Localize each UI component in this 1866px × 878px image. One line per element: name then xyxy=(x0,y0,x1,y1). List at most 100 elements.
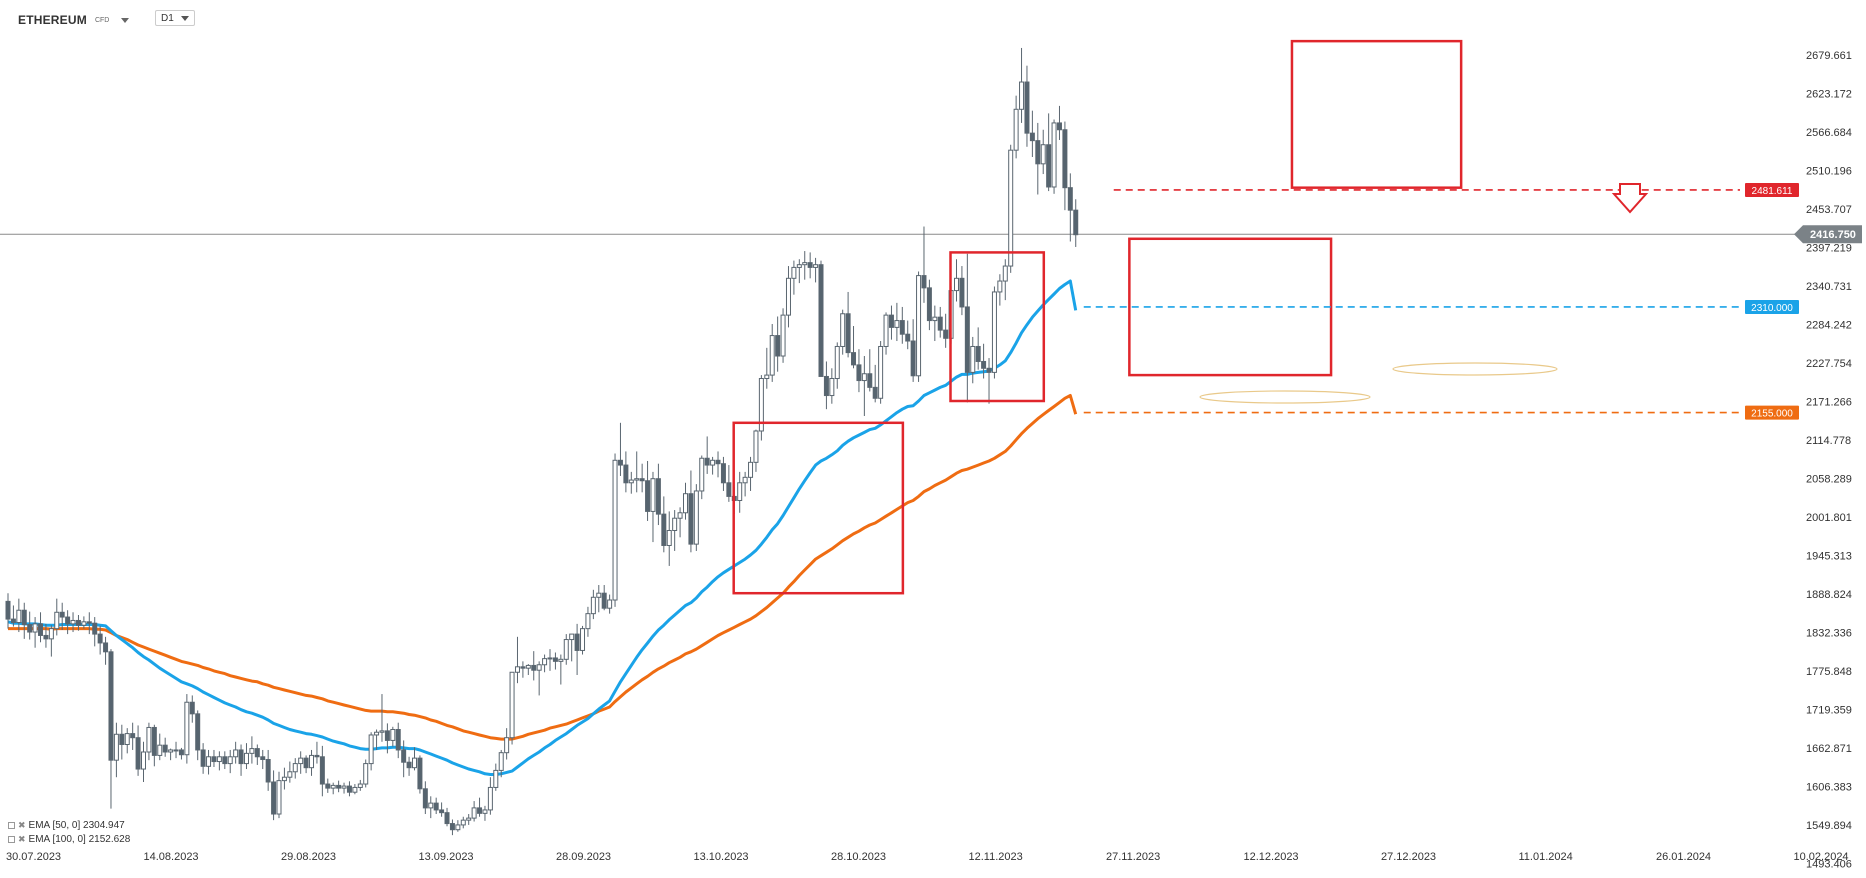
candle-body xyxy=(249,748,255,754)
candle-body xyxy=(135,737,141,770)
candle-body xyxy=(10,618,16,624)
candle-body xyxy=(504,737,510,754)
candle-body xyxy=(780,314,786,357)
ema50-legend-label: EMA [50, 0] 2304.947 xyxy=(28,820,125,831)
candle-body xyxy=(97,633,103,644)
settings-icon[interactable] xyxy=(8,822,15,829)
candle-body xyxy=(932,316,938,322)
x-tick-label: 13.10.2023 xyxy=(694,851,749,863)
candle-body xyxy=(487,786,493,811)
candle-body xyxy=(558,658,564,662)
candle-body xyxy=(569,633,575,641)
analysis-box xyxy=(1128,237,1333,377)
candle-body xyxy=(216,756,222,763)
y-tick-label: 1888.824 xyxy=(1806,589,1852,601)
candle-body xyxy=(379,730,385,733)
candle-body xyxy=(303,757,309,769)
candle-body xyxy=(32,623,38,633)
y-tick-label: 1662.871 xyxy=(1806,743,1852,755)
candle-body xyxy=(683,493,688,514)
candle-body xyxy=(542,658,548,666)
candle-body xyxy=(894,320,900,328)
close-icon[interactable]: ✖ xyxy=(18,820,26,830)
analysis-box xyxy=(732,421,905,595)
candle-body xyxy=(211,756,217,763)
candle-body xyxy=(336,784,342,789)
candle-body xyxy=(943,329,949,339)
candle-body xyxy=(623,464,629,484)
candle-body xyxy=(612,459,618,601)
symbol-name: ETHEREUM xyxy=(18,13,87,27)
candle-body xyxy=(325,783,331,789)
candle-body xyxy=(406,761,412,769)
candle-body xyxy=(1046,144,1052,188)
candle-body xyxy=(498,752,504,771)
candle-body xyxy=(981,360,987,369)
candle-body xyxy=(693,490,699,545)
candle-body xyxy=(699,457,705,492)
candle-body xyxy=(151,726,157,756)
candle-body xyxy=(650,478,656,512)
candle-body xyxy=(796,264,802,268)
ema50-line xyxy=(7,279,1078,776)
level-price-tag xyxy=(1745,299,1799,314)
candle-body xyxy=(422,788,428,809)
candle-body xyxy=(238,749,244,765)
ema100-line xyxy=(8,394,1078,741)
candle-body xyxy=(856,364,862,382)
current-price-label: 2416.750 xyxy=(1810,229,1856,241)
y-tick-label: 2284.242 xyxy=(1806,320,1852,332)
candle-body xyxy=(292,763,298,773)
candle-body xyxy=(363,763,369,785)
symbol-header[interactable]: ETHEREUM CFD xyxy=(18,10,130,30)
candle-body xyxy=(1013,108,1019,151)
candle-body xyxy=(319,756,325,785)
candle-body xyxy=(222,756,228,765)
candle-body xyxy=(585,613,591,630)
y-tick-label: 2114.778 xyxy=(1806,435,1851,447)
x-tick-label: 10.02.2024 xyxy=(1794,851,1849,863)
candle-body xyxy=(173,749,179,752)
candle-body xyxy=(574,633,580,651)
settings-icon[interactable] xyxy=(8,836,15,843)
candle-body xyxy=(265,758,271,783)
candle-body xyxy=(455,824,461,831)
candle-body xyxy=(482,809,488,814)
candle-body xyxy=(493,769,499,788)
symbol-dropdown-icon[interactable] xyxy=(121,17,130,23)
candle-body xyxy=(368,734,374,765)
candle-body xyxy=(146,726,152,753)
x-tick-label: 12.11.2023 xyxy=(969,851,1023,863)
candle-body xyxy=(552,657,558,662)
candle-body xyxy=(54,611,60,630)
candle-body xyxy=(655,478,661,515)
candle-body xyxy=(520,666,526,669)
candle-body xyxy=(178,749,184,756)
y-tick-label: 2679.661 xyxy=(1806,50,1852,62)
candle-body xyxy=(807,262,813,268)
candle-body xyxy=(75,619,81,626)
candle-body xyxy=(417,757,423,790)
timeframe-select[interactable]: D1 xyxy=(155,10,195,26)
candle-body xyxy=(954,277,959,292)
candle-body xyxy=(910,340,916,377)
close-icon[interactable]: ✖ xyxy=(18,834,26,844)
y-tick-label: 1832.336 xyxy=(1806,627,1852,639)
level-price-tag xyxy=(1745,405,1799,420)
candle-body xyxy=(840,313,846,347)
ema50-legend[interactable]: ✖ EMA [50, 0] 2304.947 xyxy=(8,820,125,831)
candle-body xyxy=(878,345,884,399)
candle-body xyxy=(802,262,808,266)
ema100-legend[interactable]: ✖ EMA [100, 0] 2152.628 xyxy=(8,834,130,845)
candle-body xyxy=(715,459,721,465)
y-tick-label: 2171.266 xyxy=(1806,396,1852,408)
candle-body xyxy=(791,266,797,279)
candle-body xyxy=(921,275,927,289)
level-price-label: 2481.611 xyxy=(1752,186,1793,197)
y-tick-label: 2001.801 xyxy=(1806,512,1852,524)
candle-body xyxy=(70,619,76,625)
candle-body xyxy=(59,611,65,618)
candle-body xyxy=(233,749,239,758)
candle-body xyxy=(81,621,87,626)
